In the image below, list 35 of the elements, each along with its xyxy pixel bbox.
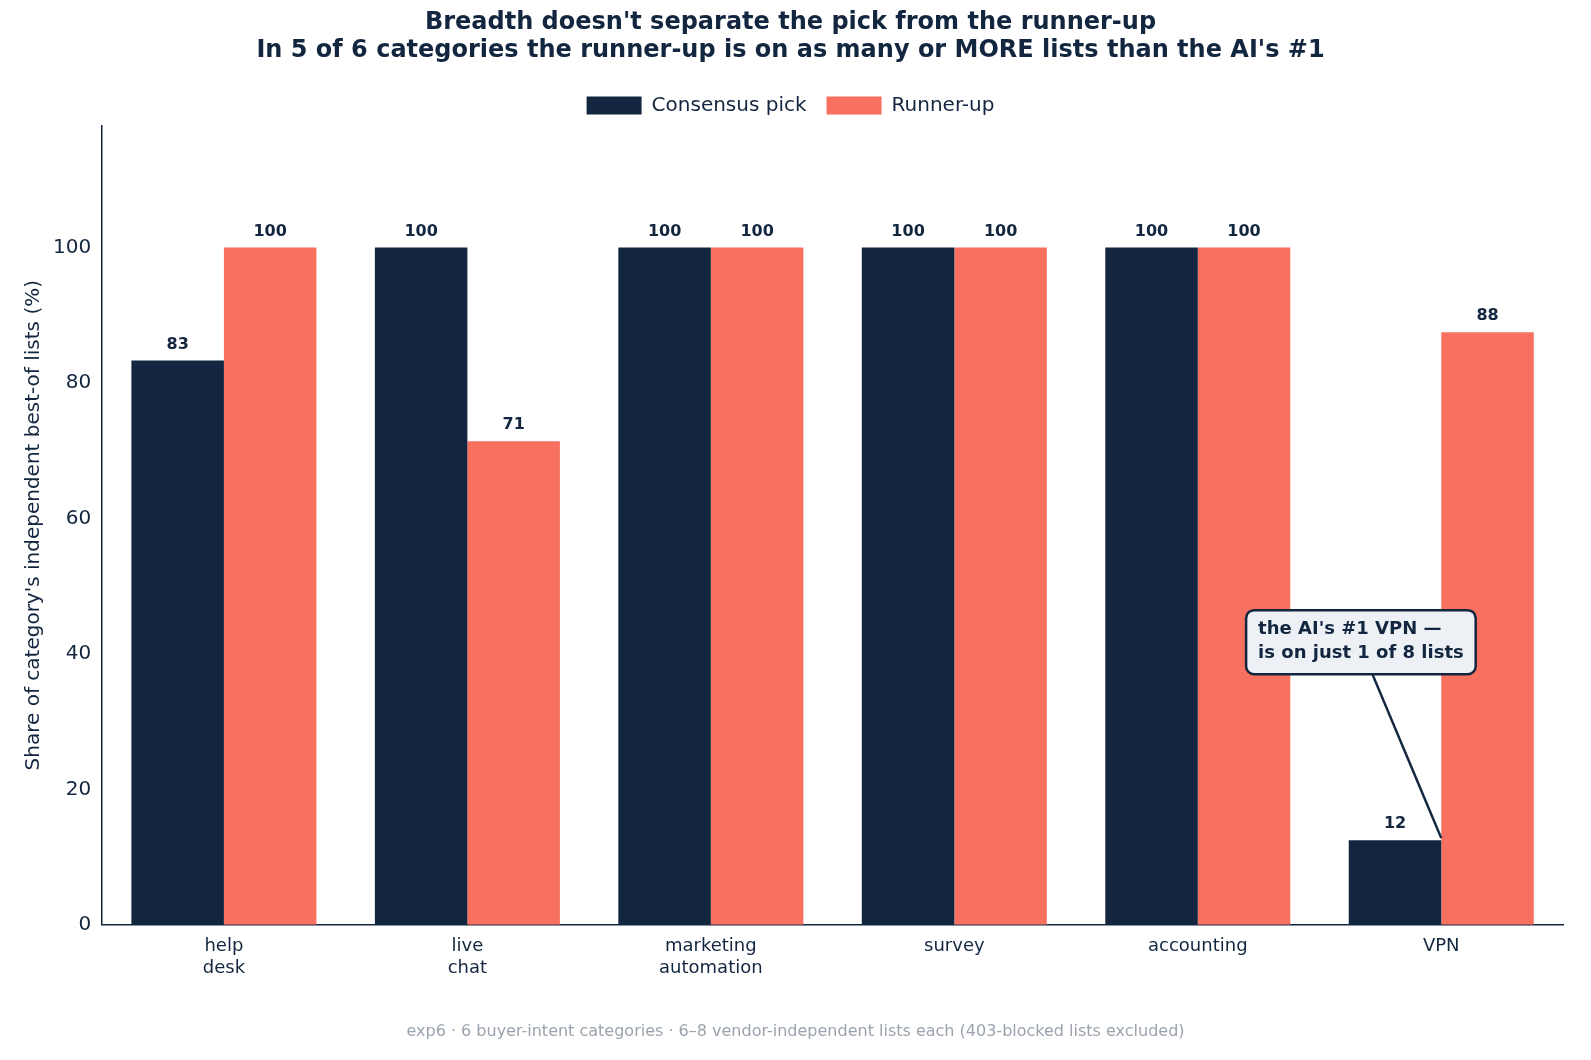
- data-label: 71: [502, 414, 525, 434]
- x-tick-label: marketing automation: [659, 934, 763, 977]
- x-tick-label: accounting: [1148, 934, 1248, 956]
- data-label: 12: [1383, 813, 1407, 833]
- data-label: 100: [891, 220, 925, 240]
- y-tick-label: 40: [65, 640, 92, 665]
- chart-title: Breadth doesn't separate the pick from the runner-up: [424, 6, 1157, 35]
- data-label: 100: [740, 220, 774, 240]
- x-tick-label: help desk: [202, 934, 246, 977]
- y-tick-label: 0: [78, 911, 92, 935]
- legend-label: Consensus pick: [651, 91, 807, 116]
- data-label: 100: [253, 220, 287, 240]
- text: exp6 · 6 buyer-intent categories · 6–8 vendor-independent lists each (403-blocked lists excluded): [406, 1021, 1185, 1041]
- x-tick-label: live chat: [447, 934, 488, 977]
- y-axis-title: Share of category's independent best-of lists (%): [20, 280, 45, 771]
- data-label: 88: [1476, 305, 1499, 325]
- legend-label: Runner-up: [891, 91, 995, 116]
- data-label: 100: [1134, 220, 1169, 240]
- data-label: 100: [647, 220, 682, 240]
- data-label: 100: [1227, 220, 1261, 240]
- y-tick-label: 20: [65, 775, 92, 800]
- bar: [467, 441, 560, 925]
- annotation: the AI's #1 VPN — is on just 1 of 8 lists: [1258, 616, 1464, 662]
- x-tick-label: survey: [924, 934, 985, 956]
- y-tick-label: 60: [65, 504, 92, 529]
- data-label: 100: [983, 220, 1018, 240]
- bar: [954, 247, 1047, 925]
- bar: [223, 247, 317, 925]
- chart-subtitle: In 5 of 6 categories the runner-up is on as many or MORE lists than the AI's #1: [256, 35, 1325, 64]
- data-label: 83: [166, 333, 189, 353]
- data-label: 100: [404, 220, 438, 240]
- y-tick-label: 100: [52, 233, 92, 258]
- x-tick-label: VPN: [1422, 934, 1460, 956]
- bar: [710, 247, 804, 925]
- y-tick-label: 80: [65, 369, 92, 394]
